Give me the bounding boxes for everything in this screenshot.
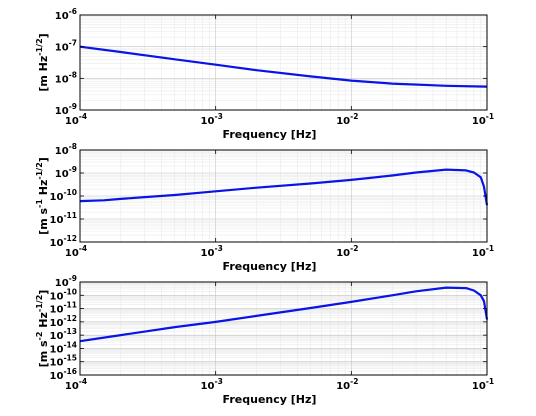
x-tick-label: 10-2 [336,112,358,127]
plot-frame [79,14,488,111]
y-tick-label: 10-10 [50,287,77,302]
x-tick-label: 10-1 [472,377,494,392]
x-tick-label: 10-3 [201,112,223,127]
y-tick-label: 10-8 [55,70,77,85]
x-axis-label: Frequency [Hz] [223,260,317,273]
grid [79,14,488,111]
x-tick-label: 10-3 [201,377,223,392]
y-tick-label: 10-8 [55,142,77,157]
y-axis-label: [m s-1 Hz-1/2] [35,157,50,235]
x-axis-label: Frequency [Hz] [223,128,317,141]
y-axis-label: [m s-2 Hz-1/2] [35,290,50,368]
chart-panel-1: 10-4 10-3 10-2 10-1 10-9 10-8 10-7 10-6 Frequenc… [35,7,494,141]
series-line-1 [79,168,489,206]
y-tick-label: 10-7 [55,39,77,54]
plot-frame [79,281,488,376]
y-tick-label: 10-9 [55,165,77,180]
y-tick-label: 10-11 [50,211,77,226]
y-axis-label: [m Hz-1/2] [35,33,50,91]
x-tick-label: 10-1 [472,112,494,127]
y-tick-label: 10-12 [50,234,77,249]
series-line-1 [79,45,488,88]
x-tick-label: 10-3 [201,244,223,259]
y-tick-label: 10-9 [55,102,77,117]
chart-panel-2: 10-4 10-3 10-2 10-1 10-12 10-11 10-10 10-9 10-8 F… [35,142,494,273]
y-tick-label: 10-6 [55,7,77,22]
grid [79,149,488,243]
x-tick-label: 10-4 [65,377,87,392]
y-tick-label: 10-14 [50,340,77,355]
y-tick-label: 10-12 [50,314,77,329]
series-line-1 [79,286,489,343]
x-tick-label: 10-2 [336,244,358,259]
x-axis-label: Frequency [Hz] [223,393,317,406]
x-tick-label: 10-2 [336,377,358,392]
y-tick-label: 10-15 [50,354,77,369]
x-tick-label: 10-1 [472,244,494,259]
y-tick-label: 10-10 [50,188,77,203]
y-tick-label: 10-11 [50,301,77,316]
x-tick-label: 10-4 [65,244,87,259]
grid [79,281,488,376]
chart-panel-3: 10-4 10-3 10-2 10-110-1610-1510-1410-1310-1… [35,274,494,406]
y-tick-label: 10-13 [50,327,77,342]
y-tick-label: 10-16 [50,367,77,382]
x-tick-label: 10-4 [65,112,87,127]
y-tick-label: 10-9 [55,274,77,289]
